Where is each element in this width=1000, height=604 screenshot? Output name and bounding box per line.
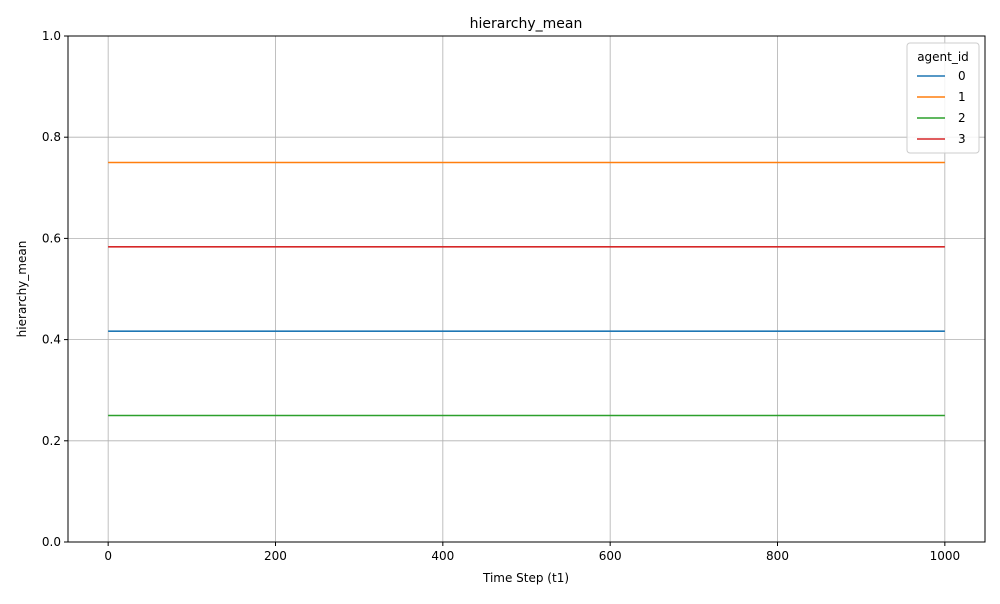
chart-title: hierarchy_mean <box>470 16 583 32</box>
legend-label-agent-0: 0 <box>958 69 966 83</box>
y-tick-label: 0.0 <box>42 535 61 549</box>
plot-frame <box>67 35 986 543</box>
y-tick-label: 0.6 <box>42 231 61 245</box>
legend-label-agent-1: 1 <box>958 90 966 104</box>
legend-label-agent-2: 2 <box>958 111 966 125</box>
legend: agent_id 0 1 2 3 <box>906 42 980 154</box>
x-tick-label: 200 <box>264 549 287 563</box>
x-tick-label: 600 <box>599 549 622 563</box>
x-tick-label: 400 <box>431 549 454 563</box>
y-tick-label: 0.2 <box>42 434 61 448</box>
x-tick-label: 800 <box>766 549 789 563</box>
y-tick-label: 1.0 <box>42 29 61 43</box>
legend-title: agent_id <box>917 50 969 64</box>
x-tick-label: 1000 <box>930 549 961 563</box>
legend-entries: 0 1 2 3 <box>917 69 966 146</box>
legend-label-agent-3: 3 <box>958 132 966 146</box>
legend-box <box>906 42 980 154</box>
x-axis-label: Time Step (t1) <box>482 571 569 585</box>
y-tick-label: 0.8 <box>42 130 61 144</box>
grid <box>68 35 985 543</box>
x-tick-label: 0 <box>104 549 112 563</box>
y-tick-label: 0.4 <box>42 333 61 347</box>
axis-ticks: 0 200 400 600 800 1000 0.0 0.2 0.4 0.6 0.8 1.0 <box>42 29 960 563</box>
y-axis-label: hierarchy_mean <box>15 241 29 338</box>
series-lines <box>108 161 945 417</box>
